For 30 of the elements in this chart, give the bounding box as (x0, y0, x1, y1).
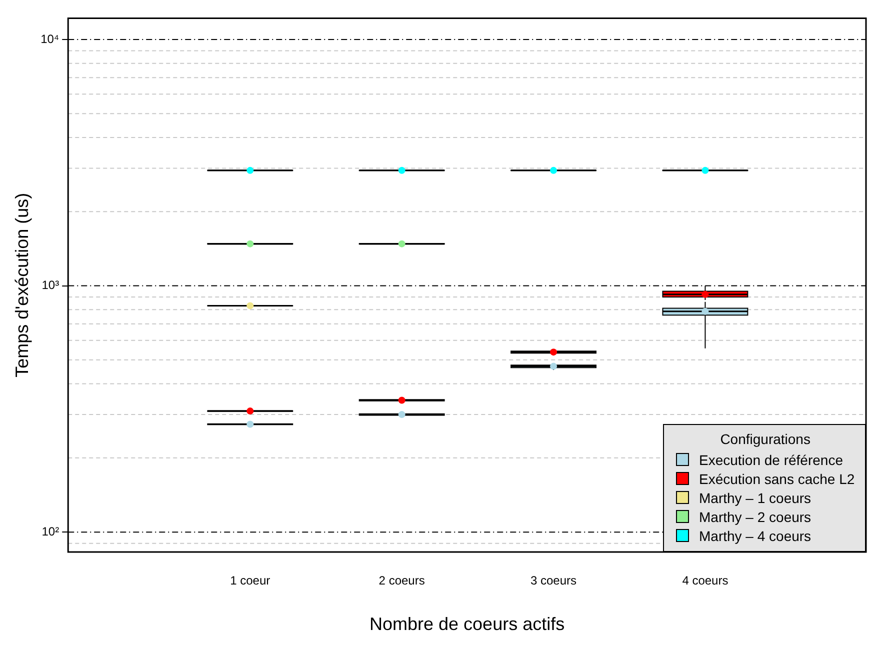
legend-title: Configurations (719, 431, 812, 447)
x-tick-label: 4 coeurs (682, 574, 728, 588)
point (246, 408, 254, 415)
point (550, 166, 558, 174)
point (398, 396, 406, 404)
legend-label: Exécution sans cache L2 (699, 470, 855, 486)
y-tick-label: 10⁴ (40, 32, 60, 46)
point (550, 362, 558, 370)
x-tick-label: 3 coeurs (530, 574, 577, 588)
point (398, 411, 406, 418)
y-tick-label: 10³ (42, 278, 60, 292)
point (398, 166, 406, 174)
x-tick-label: 1 coeur (230, 574, 270, 588)
point (702, 290, 709, 298)
point (702, 308, 709, 315)
y-axis-title: Temps d'exécution (us) (12, 192, 32, 378)
point (246, 420, 254, 428)
legend-label: Marthy – 2 coeurs (699, 508, 812, 524)
legend-label: Execution de référence (699, 452, 843, 468)
point (550, 348, 558, 356)
point (702, 166, 709, 174)
point (246, 240, 254, 248)
legend-label: Marthy – 1 coeurs (699, 490, 812, 506)
x-axis-title: Nombre de coeurs actifs (370, 614, 565, 634)
point (398, 240, 406, 248)
point (246, 302, 254, 310)
legend-label: Marthy – 4 coeurs (699, 528, 812, 544)
point (246, 166, 254, 174)
x-tick-label: 2 coeurs (378, 574, 425, 588)
y-tick-label: 10² (42, 524, 60, 538)
